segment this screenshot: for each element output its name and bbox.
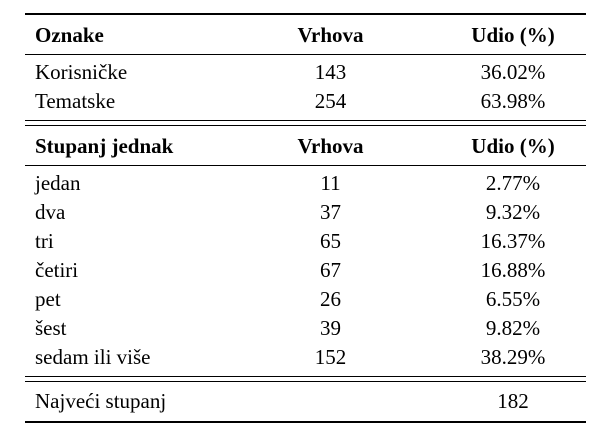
row-vrhova-value: 26	[320, 287, 341, 311]
table-header-row: Stupanj jednak Vrhova Udio (%)	[25, 126, 586, 165]
row-vrhova-value: 254	[314, 89, 347, 113]
top-rule	[25, 13, 586, 15]
row-label: sedam ili više	[35, 345, 151, 369]
row-vrhova-value: 11	[320, 171, 341, 195]
row-label: četiri	[35, 258, 79, 282]
row-udio-value: 63.98%	[480, 89, 546, 113]
table-body-oznake: Korisničke 143 36.02% Tematske 254 63.98%	[25, 55, 586, 120]
table-row: pet 26 6.55%	[25, 285, 586, 314]
row-vrhova-value: 67	[320, 258, 341, 282]
row-vrhova-value: 152	[314, 345, 347, 369]
table-row: dva 37 9.32%	[25, 198, 586, 227]
row-label: Korisničke	[35, 60, 128, 84]
column-header-vrhova: Vrhova	[297, 23, 364, 47]
section-divider	[25, 120, 586, 126]
table-header-row: Oznake Vrhova Udio (%)	[25, 15, 586, 54]
row-udio-value: 16.37%	[480, 229, 546, 253]
row-label: pet	[35, 287, 61, 311]
footer-value: 182	[497, 389, 529, 413]
footer-row: Najveći stupanj 182	[25, 382, 586, 421]
table-row: sedam ili više 152 38.29%	[25, 343, 586, 372]
footer-empty-cell	[221, 388, 440, 414]
table-row: četiri 67 16.88%	[25, 256, 586, 285]
row-udio-value: 16.88%	[480, 258, 546, 282]
row-vrhova-value: 39	[320, 316, 341, 340]
footer-divider	[25, 376, 586, 382]
row-label: jedan	[35, 171, 81, 195]
table-row: Tematske 254 63.98%	[25, 87, 586, 116]
row-udio-value: 38.29%	[480, 345, 546, 369]
row-udio-value: 9.32%	[485, 200, 541, 224]
row-label: tri	[35, 229, 54, 253]
statistics-table: Oznake Vrhova Udio (%) Korisničke 143 36.0…	[25, 13, 586, 423]
bottom-rule	[25, 421, 586, 423]
table-row: tri 65 16.37%	[25, 227, 586, 256]
table-row: jedan 11 2.77%	[25, 169, 586, 198]
section-stupanj-jednak: Stupanj jednak Vrhova Udio (%) jedan 11 2.…	[25, 126, 586, 376]
table-row: Korisničke 143 36.02%	[25, 58, 586, 87]
row-udio-value: 9.82%	[485, 316, 541, 340]
row-label: Tematske	[35, 89, 116, 113]
column-header-udio: Udio (%)	[471, 23, 555, 47]
row-udio-value: 6.55%	[485, 287, 541, 311]
row-label: dva	[35, 200, 66, 224]
footer-label: Najveći stupanj	[35, 389, 167, 413]
row-vrhova-value: 37	[320, 200, 341, 224]
table-row: šest 39 9.82%	[25, 314, 586, 343]
row-label: šest	[35, 316, 67, 340]
row-vrhova-value: 143	[314, 60, 347, 84]
column-header-stupanj-jednak: Stupanj jednak	[35, 134, 174, 158]
header-divider	[25, 165, 586, 166]
column-header-udio: Udio (%)	[471, 134, 555, 158]
header-divider	[25, 54, 586, 55]
row-udio-value: 36.02%	[480, 60, 546, 84]
column-header-oznake: Oznake	[35, 23, 104, 47]
row-udio-value: 2.77%	[485, 171, 541, 195]
table-body-stupanj: jedan 11 2.77% dva 37 9.32% tri 65 16.37% četiri 6…	[25, 166, 586, 376]
column-header-vrhova: Vrhova	[297, 134, 364, 158]
row-vrhova-value: 65	[320, 229, 341, 253]
section-oznake: Oznake Vrhova Udio (%) Korisničke 143 36.0…	[25, 15, 586, 120]
